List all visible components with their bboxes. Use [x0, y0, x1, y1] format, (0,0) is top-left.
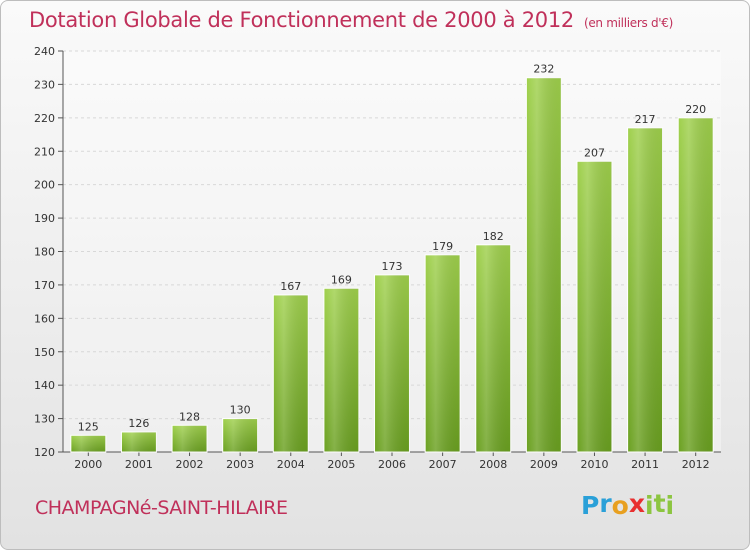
bar-sheen [70, 435, 106, 452]
value-label: 220 [685, 103, 706, 116]
y-tick-label: 220 [34, 112, 55, 125]
x-tick-label: 2001 [125, 458, 153, 471]
x-tick-label: 2002 [176, 458, 204, 471]
x-tick-label: 2007 [429, 458, 457, 471]
logo-letter: x [628, 489, 645, 518]
bar-sheen [475, 244, 511, 452]
bar-sheen [526, 77, 562, 452]
value-label: 179 [432, 240, 453, 253]
y-tick-label: 160 [34, 312, 55, 325]
logo-letter: o [611, 491, 629, 520]
y-tick-label: 180 [34, 246, 55, 259]
y-tick-label: 150 [34, 346, 55, 359]
x-tick-label: 2008 [479, 458, 507, 471]
value-label: 126 [128, 417, 149, 430]
proxiti-logo: Proxiti [581, 489, 675, 520]
value-label: 173 [382, 260, 403, 273]
y-tick-label: 120 [34, 446, 55, 459]
bar-sheen [273, 294, 309, 452]
value-label: 217 [635, 113, 656, 126]
value-label: 125 [78, 420, 99, 433]
value-label: 167 [280, 280, 301, 293]
y-tick-label: 210 [34, 145, 55, 158]
x-tick-label: 2000 [74, 458, 102, 471]
bar-sheen [172, 425, 208, 452]
bar-sheen [425, 254, 461, 452]
logo-letter: P [581, 491, 600, 520]
logo-letter: i [645, 491, 654, 520]
bar-sheen [678, 117, 714, 452]
logo-letter: t [653, 489, 666, 518]
bar-sheen [323, 288, 359, 452]
x-tick-label: 2005 [327, 458, 355, 471]
chart-title: Dotation Globale de Fonctionnement de 20… [29, 8, 673, 32]
value-label: 169 [331, 273, 352, 286]
value-label: 128 [179, 410, 200, 423]
y-tick-label: 230 [34, 78, 55, 91]
x-tick-label: 2003 [226, 458, 254, 471]
logo-letter: r [599, 489, 612, 518]
bar-sheen [374, 274, 410, 452]
x-tick-label: 2011 [631, 458, 659, 471]
unit-label: (en milliers d'€) [583, 16, 673, 30]
x-tick-label: 2012 [682, 458, 710, 471]
labels: 120 130 140 150 160 170 180 190 200 210 220 230 240 1… [34, 45, 710, 471]
bar-sheen [222, 418, 258, 452]
value-label: 232 [533, 63, 554, 76]
y-tick-label: 200 [34, 179, 55, 192]
x-tick-label: 2004 [277, 458, 305, 471]
bar-sheen [121, 431, 157, 452]
y-tick-label: 170 [34, 279, 55, 292]
value-label: 207 [584, 146, 605, 159]
value-label: 130 [230, 404, 251, 417]
logo-letter: i [665, 491, 675, 520]
commune-name: CHAMPAGNé-SAINT-HILAIRE [35, 497, 288, 519]
y-tick-label: 140 [34, 379, 55, 392]
bars [70, 77, 714, 453]
x-tick-label: 2010 [580, 458, 608, 471]
x-tick-label: 2006 [378, 458, 406, 471]
bar-sheen [627, 127, 663, 452]
y-tick-label: 190 [34, 212, 55, 225]
x-tick-label: 2009 [530, 458, 558, 471]
y-tick-label: 130 [34, 413, 55, 426]
bar-sheen [576, 161, 612, 452]
y-tick-label: 240 [34, 45, 55, 58]
title-text: Dotation Globale de Fonctionnement de 20… [29, 8, 574, 32]
value-label: 182 [483, 230, 504, 243]
